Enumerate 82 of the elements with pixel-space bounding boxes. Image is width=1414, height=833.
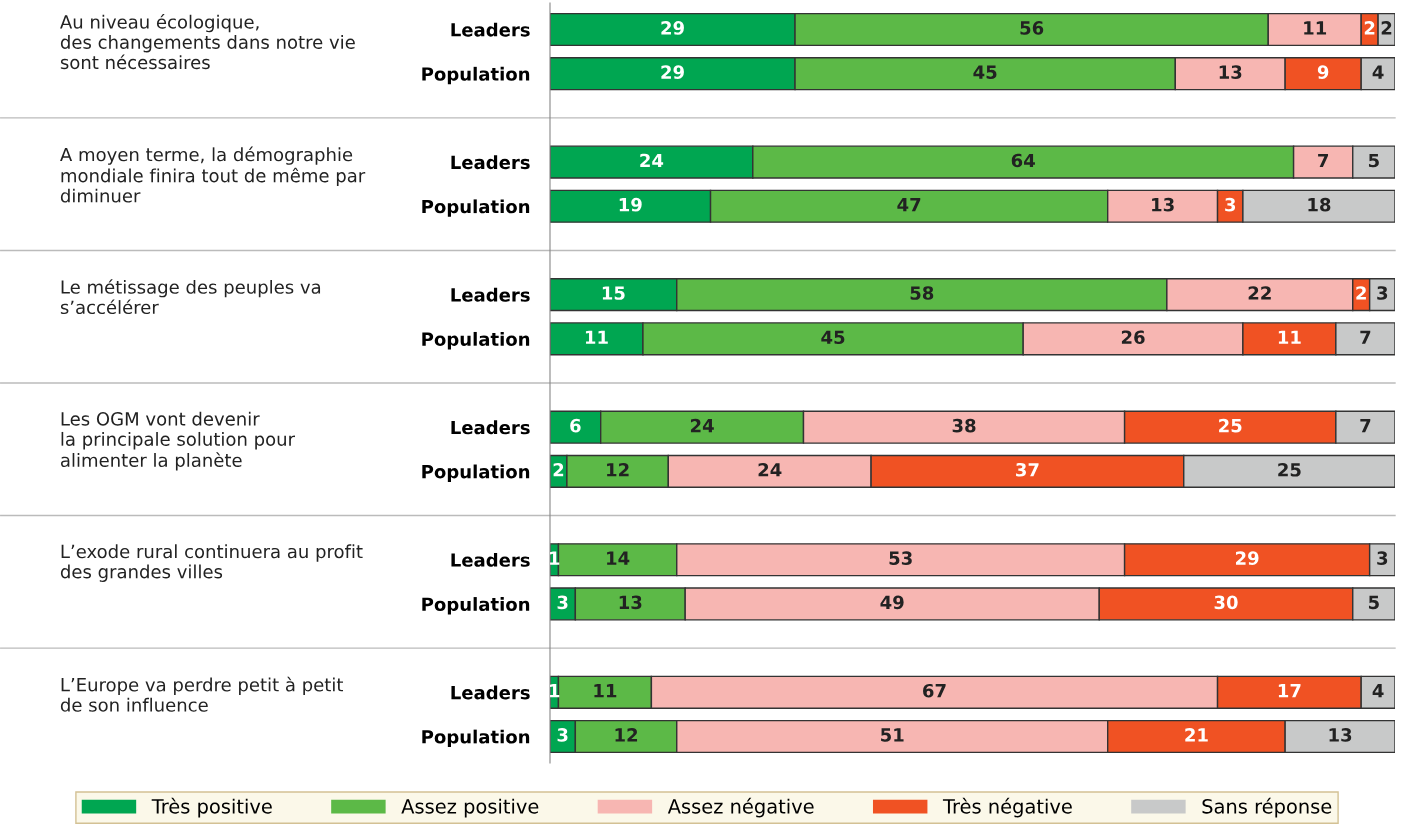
data-label: 45 <box>821 330 845 345</box>
data-label: 64 <box>1011 153 1035 168</box>
data-label: 3 <box>557 595 568 610</box>
text: Les OGM vont devenir la principale solution pour alimenter la planète <box>60 411 296 471</box>
data-label: 11 <box>594 684 617 698</box>
y-tick-label: Leaders <box>451 155 530 170</box>
data-label: 49 <box>880 595 904 610</box>
data-label: 4 <box>1372 65 1384 79</box>
y-tick-label: Population <box>422 464 530 482</box>
data-label: 4 <box>1372 684 1384 698</box>
data-label: 29 <box>661 21 684 35</box>
data-label: 22 <box>1248 286 1271 300</box>
data-label: 2 <box>1381 21 1392 35</box>
data-label: 6 <box>570 418 581 433</box>
data-label: 19 <box>619 197 642 212</box>
data-label: 21 <box>1185 728 1208 742</box>
data-label: 17 <box>1278 684 1301 698</box>
data-label: 3 <box>557 728 568 742</box>
data-label: 11 <box>585 330 608 344</box>
data-label: 53 <box>889 551 912 565</box>
data-label: 5 <box>1368 153 1379 168</box>
y-tick-label: Leaders <box>451 552 530 567</box>
y-tick-label: Population <box>422 597 530 615</box>
data-label: 25 <box>1278 462 1301 477</box>
y-tick-label: Population <box>422 729 530 748</box>
data-label: 24 <box>758 462 782 477</box>
data-label: 38 <box>952 418 976 433</box>
data-label: 29 <box>1235 551 1259 565</box>
y-tick-label: Leaders <box>451 22 530 37</box>
data-label: 13 <box>1152 197 1174 212</box>
data-label: 58 <box>910 286 934 300</box>
y-tick-label: Population <box>422 66 530 85</box>
data-label: 14 <box>607 551 630 565</box>
data-label: 67 <box>923 683 946 698</box>
data-label: 7 <box>1318 153 1329 168</box>
y-tick-label: Population <box>422 199 530 217</box>
legend-label: Assez négative <box>667 797 814 818</box>
data-label: 37 <box>1016 462 1039 477</box>
data-label: 3 <box>1377 551 1388 565</box>
text: L’exode rural continuera au profit des grandes villes <box>60 544 363 582</box>
data-label: 47 <box>897 198 921 212</box>
data-label: 30 <box>1214 595 1238 610</box>
data-label: 24 <box>640 153 664 168</box>
data-label: 25 <box>1219 418 1242 433</box>
data-label: 3 <box>1225 197 1236 212</box>
data-label: 15 <box>602 286 625 300</box>
text: A moyen terme, la démographie mondiale finira tout de même par diminuer <box>60 146 366 203</box>
data-label: 11 <box>1304 21 1327 35</box>
legend-label: Assez positive <box>401 798 539 818</box>
data-label: 1 <box>549 551 560 565</box>
data-label: 5 <box>1368 595 1379 610</box>
y-tick-label: Leaders <box>451 287 530 302</box>
data-label: 13 <box>1219 65 1242 79</box>
text: L’Europe va perdre petit à petit de son influence <box>60 676 344 712</box>
legend-label: Très négative <box>942 797 1072 818</box>
data-label: 56 <box>1020 21 1044 35</box>
data-label: 18 <box>1308 197 1331 212</box>
data-label: 29 <box>661 65 684 79</box>
data-label: 3 <box>1377 286 1388 300</box>
data-label: 26 <box>1121 330 1145 345</box>
legend-label: Sans réponse <box>1202 797 1332 818</box>
data-label: 45 <box>973 65 997 79</box>
data-label: 12 <box>615 728 638 742</box>
data-label: 24 <box>690 418 714 433</box>
y-tick-label: Leaders <box>451 685 530 700</box>
data-label: 51 <box>881 728 904 742</box>
legend-label: Très positive <box>151 797 272 818</box>
data-label: 13 <box>619 595 642 610</box>
data-label: 11 <box>1278 330 1301 344</box>
data-label: 2 <box>1356 286 1366 300</box>
data-label: 12 <box>607 462 629 477</box>
data-label: 13 <box>1329 728 1352 742</box>
data-label: 7 <box>1360 419 1371 433</box>
data-label: 9 <box>1317 65 1329 79</box>
data-label: 7 <box>1360 330 1371 344</box>
data-label: 1 <box>549 684 560 698</box>
text: Le métissage des peuples va s’accélérer <box>60 279 321 315</box>
data-label: 2 <box>1364 21 1375 35</box>
data-label: 2 <box>553 462 564 477</box>
text: Au niveau écologique, des changements dans notre vie sont nécessaires <box>60 14 355 70</box>
y-tick-label: Population <box>422 331 530 350</box>
y-tick-label: Leaders <box>451 420 530 435</box>
